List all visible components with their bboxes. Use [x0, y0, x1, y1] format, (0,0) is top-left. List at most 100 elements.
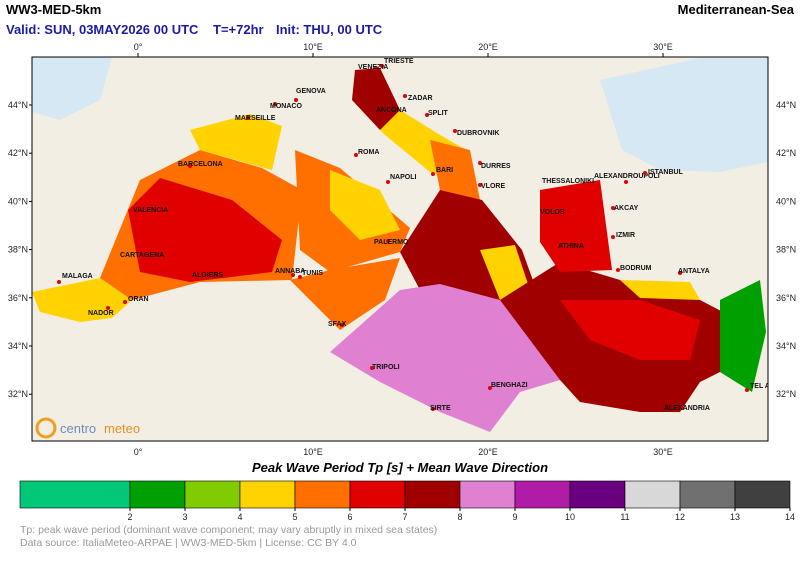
city-label: SFAX — [328, 321, 347, 328]
city-label: BARI — [436, 167, 453, 174]
colorbar-tick-label: 10 — [565, 512, 575, 522]
city-label: VLORE — [481, 183, 505, 190]
sea-region — [560, 300, 700, 360]
colorbar-tick-label: 5 — [292, 512, 297, 522]
city-marker — [488, 386, 492, 390]
city-label: ORAN — [128, 296, 149, 303]
colorbar-segment — [459, 480, 516, 509]
lat-tick-label: 38°N — [8, 245, 28, 255]
city-marker — [374, 66, 378, 70]
city-marker — [478, 183, 482, 187]
city-marker — [582, 182, 586, 186]
lat-tick-label: 34°N — [8, 341, 28, 351]
map-frame — [31, 56, 769, 442]
region-name: Mediterranean-Sea — [678, 2, 795, 17]
city-marker — [453, 129, 457, 133]
city-marker — [624, 180, 628, 184]
city-marker — [478, 161, 482, 165]
city-label: CARTAGENA — [120, 252, 164, 259]
colorbar-tick-label: 11 — [620, 512, 629, 522]
city-label: ANCONA — [376, 107, 407, 114]
lat-tick-label: 42°N — [8, 148, 28, 158]
city-marker — [138, 255, 142, 259]
city-marker — [188, 274, 192, 278]
city-marker — [574, 243, 578, 247]
city-label: MONACO — [270, 103, 302, 110]
colorbar-segment — [184, 480, 241, 509]
sea-region — [352, 68, 400, 130]
lat-tick-label: 36°N — [8, 293, 28, 303]
sea-region — [330, 284, 560, 432]
city-label: DURRES — [481, 163, 511, 170]
city-marker — [370, 366, 374, 370]
valid-time: Valid: SUN, 03MAY2026 00 UTC — [6, 22, 199, 37]
city-label: ANNABA — [275, 268, 305, 275]
city-marker — [380, 64, 384, 68]
lead-time: T=+72hr — [213, 22, 264, 37]
city-marker — [386, 239, 390, 243]
lon-tick-label: 30°E — [653, 42, 673, 52]
city-label: VOLOS — [540, 209, 565, 216]
colorbar-tick-label: 6 — [347, 512, 352, 522]
city-label: ATHINA — [558, 243, 584, 250]
city-label: MARSEILLE — [235, 115, 276, 122]
city-marker — [431, 407, 435, 411]
atlantic — [32, 57, 112, 120]
sea-region — [128, 178, 282, 282]
lat-tick-label: 40°N — [8, 196, 28, 206]
colorbar-segment — [679, 480, 736, 509]
city-label: AKCAY — [614, 205, 639, 212]
lon-tick-label: 10°E — [303, 447, 323, 457]
city-label: DUBROVNIK — [457, 130, 499, 137]
city-marker — [611, 235, 615, 239]
colorbar-tick-label: 14 — [785, 512, 795, 522]
logo: centro meteo — [35, 417, 140, 439]
colorbar-tick-label: 7 — [402, 512, 407, 522]
city-marker — [188, 164, 192, 168]
colorbar-tick-label: 4 — [237, 512, 242, 522]
lon-tick-label: 0° — [134, 447, 143, 457]
colorbar-tick-label: 12 — [675, 512, 685, 522]
init-time: Init: THU, 00 UTC — [276, 22, 383, 37]
city-label: ALEXANDROUPOLI — [594, 173, 660, 180]
sea-region — [620, 280, 700, 300]
sea-region — [480, 245, 530, 300]
city-label: THESSALONIKI — [542, 178, 594, 185]
colorbar-tick-label: 3 — [182, 512, 187, 522]
lon-tick-label: 0° — [134, 42, 143, 52]
colorbar-segment — [129, 480, 186, 509]
city-label: PALERMO — [374, 239, 409, 246]
lat-tick-label: 32°N — [776, 389, 796, 399]
city-label: GENOVA — [296, 88, 326, 95]
city-marker — [616, 268, 620, 272]
city-label: BODRUM — [620, 265, 652, 272]
lat-tick-label: 42°N — [776, 148, 796, 158]
sea-region — [720, 280, 766, 392]
colorbar-segment — [624, 480, 681, 509]
sea-region — [330, 170, 400, 240]
sea-region — [190, 114, 282, 170]
model-name: WW3-MED-5km — [6, 2, 101, 17]
city-marker — [383, 108, 387, 112]
city-label: ROMA — [358, 149, 379, 156]
city-label: TEL AVIV — [750, 383, 781, 390]
city-label: ISTANBUL — [648, 169, 684, 176]
city-marker — [403, 94, 407, 98]
colorbar-segment — [514, 480, 571, 509]
black-sea — [600, 58, 768, 172]
city-marker — [611, 206, 615, 210]
city-marker — [678, 271, 682, 275]
colorbar-tick-label: 2 — [127, 512, 132, 522]
colorbar-segment — [294, 480, 351, 509]
city-marker — [246, 116, 250, 120]
city-marker — [558, 208, 562, 212]
sea-region — [290, 258, 400, 330]
footer-note: Tp: peak wave period (dominant wave comp… — [20, 524, 437, 536]
lat-tick-label: 38°N — [776, 245, 796, 255]
colorbar-title: Peak Wave Period Tp [s] + Mean Wave Dire… — [252, 460, 548, 475]
lon-tick-label: 20°E — [478, 447, 498, 457]
city-label: IZMIR — [616, 232, 635, 239]
